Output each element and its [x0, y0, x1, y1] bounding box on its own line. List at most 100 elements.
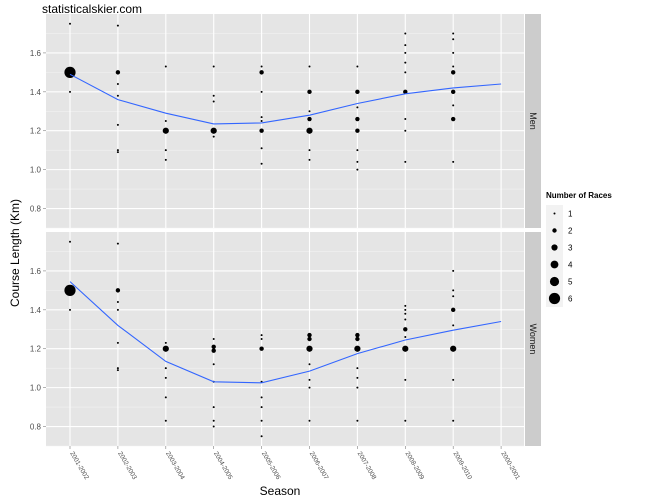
data-point: [404, 118, 407, 121]
data-point: [116, 151, 119, 154]
data-point: [164, 120, 167, 122]
data-point: [452, 160, 455, 163]
data-point: [212, 425, 215, 428]
data-point: [308, 378, 311, 381]
data-point: [260, 435, 263, 438]
data-point: [404, 61, 407, 64]
x-tick-label: 2009-2010: [451, 451, 473, 482]
data-point: [356, 376, 359, 379]
data-point: [260, 147, 263, 150]
data-point: [452, 295, 455, 298]
x-tick-label: 2001-2002: [68, 451, 90, 482]
data-point: [354, 345, 361, 352]
data-point: [164, 419, 167, 422]
y-tick-label: 1.6: [30, 49, 42, 58]
data-point: [212, 406, 215, 409]
data-point: [404, 160, 407, 163]
y-tick-label: 1.2: [30, 345, 42, 354]
legend-label: 1: [568, 210, 573, 219]
data-point: [404, 312, 407, 315]
data-point: [260, 334, 263, 337]
data-point: [212, 338, 215, 340]
data-point: [162, 127, 169, 134]
data-point: [308, 419, 311, 422]
data-point: [164, 158, 167, 161]
data-point: [116, 301, 119, 304]
data-point: [452, 324, 455, 327]
data-point: [452, 419, 455, 422]
data-point: [306, 127, 313, 134]
x-tick-label: 2005-2006: [260, 451, 282, 482]
x-tick-label: 2006-2007: [308, 451, 330, 482]
x-tick-label: 2004-2005: [212, 451, 234, 482]
data-point: [356, 65, 359, 68]
data-point: [259, 128, 264, 133]
facet-strip: [525, 14, 541, 228]
data-point: [260, 65, 263, 68]
data-point: [308, 158, 311, 161]
data-point: [116, 242, 119, 245]
data-point: [212, 135, 215, 138]
data-point: [451, 70, 456, 75]
data-point: [356, 106, 359, 109]
data-point: [452, 104, 455, 107]
legend-label: 6: [568, 295, 573, 304]
data-point: [116, 123, 119, 126]
site-label: statisticalskier.com: [42, 2, 143, 16]
data-point: [451, 89, 456, 95]
y-tick-label: 0.8: [30, 205, 42, 214]
data-point: [452, 269, 455, 272]
legend-label: 4: [568, 261, 573, 270]
x-axis-title: Season: [260, 484, 301, 498]
data-point: [404, 378, 407, 381]
data-point: [404, 336, 407, 339]
data-point: [260, 338, 263, 340]
data-point: [452, 378, 455, 381]
data-point: [116, 341, 119, 344]
data-point: [116, 83, 119, 86]
data-point: [404, 129, 407, 132]
data-point: [211, 348, 216, 353]
x-tick-label: 2008-2009: [404, 451, 426, 482]
y-tick-label: 1.0: [30, 166, 42, 175]
data-point: [402, 345, 409, 352]
y-tick-label: 1.6: [30, 267, 42, 276]
data-point: [451, 307, 456, 313]
panel-women: 0.8 1.0 1.2 1.4 1.6 Women: [30, 232, 541, 447]
panel-background: [46, 232, 524, 446]
data-point: [404, 419, 407, 422]
data-point: [452, 289, 455, 292]
data-point: [260, 116, 263, 119]
y-tick-label: 1.0: [30, 384, 42, 393]
data-point: [308, 363, 311, 366]
data-point: [404, 51, 407, 54]
data-point: [115, 288, 121, 293]
legend-key-point: [550, 260, 559, 269]
data-point: [116, 24, 119, 27]
data-point: [355, 89, 360, 95]
legend-key-point: [552, 228, 557, 233]
data-point: [116, 149, 119, 152]
data-point: [116, 367, 119, 370]
data-point: [308, 110, 311, 113]
panel-men: 0.8 1.0 1.2 1.4 1.6 Men: [30, 14, 541, 229]
data-point: [307, 336, 312, 342]
y-tick-label: 1.4: [30, 306, 42, 315]
data-point: [355, 128, 360, 133]
data-point: [211, 344, 216, 349]
data-point: [164, 149, 167, 152]
legend-title: Number of Races: [546, 191, 612, 200]
facet-label-men: Men: [528, 112, 538, 130]
legend-key-point: [549, 276, 560, 287]
data-point: [452, 32, 455, 35]
data-point: [116, 94, 119, 97]
data-point: [115, 70, 121, 75]
facet-label-women: Women: [528, 324, 538, 355]
x-tick-label: 2000-2001: [499, 451, 521, 482]
data-point: [116, 369, 119, 372]
data-point: [452, 51, 455, 54]
data-point: [307, 332, 312, 338]
smooth-line: [69, 73, 502, 125]
data-point: [355, 116, 360, 122]
